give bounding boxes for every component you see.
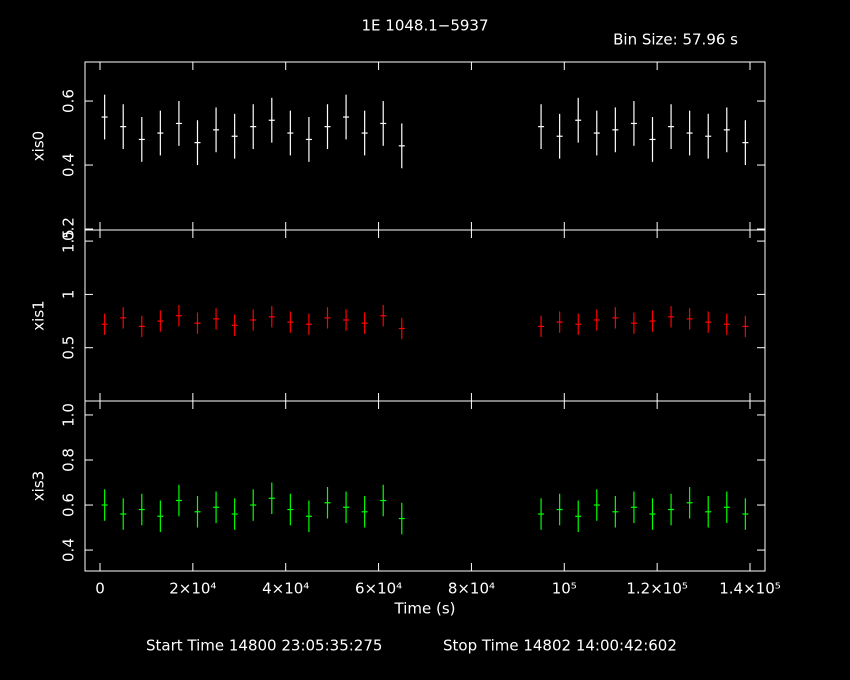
x-tick-label: 10⁵ [552,580,577,598]
y-tick-label: 0.6 [60,493,78,517]
y-tick-label: 0.4 [60,153,78,177]
y-axis-label: xis1 [30,300,48,330]
x-tick-label: 8×10⁴ [448,580,495,598]
chart-title: 1E 1048.1−5937 [361,17,488,35]
panel-frame [84,229,766,402]
bin-size: Bin Size: 57.96 s [613,31,738,49]
y-axis-label: xis0 [30,131,48,161]
y-tick-label: 0.4 [60,538,78,562]
panel-frame [84,61,766,231]
x-axis-label: Time (s) [394,600,456,618]
y-tick-label: 1.5 [60,229,78,253]
y-tick-label: 1.0 [60,403,78,427]
start-time: Start Time 14800 23:05:35:275 [146,637,382,655]
y-axis-label: xis3 [30,471,48,501]
y-tick-label: 0.8 [60,448,78,472]
panel-frame [84,400,766,572]
x-tick-label: 0 [95,580,105,598]
y-tick-label: 0.6 [60,89,78,113]
y-tick-label: 0.2 [60,217,78,241]
x-tick-label: 1.2×10⁵ [626,580,688,598]
x-tick-label: 1.4×10⁵ [719,580,781,598]
x-tick-label: 4×10⁴ [262,580,309,598]
x-tick-label: 2×10⁴ [169,580,216,598]
stop-time: Stop Time 14802 14:00:42:602 [443,637,677,655]
y-tick-label: 1 [60,290,78,300]
y-tick-label: 0.5 [60,336,78,360]
x-tick-label: 6×10⁴ [355,580,402,598]
